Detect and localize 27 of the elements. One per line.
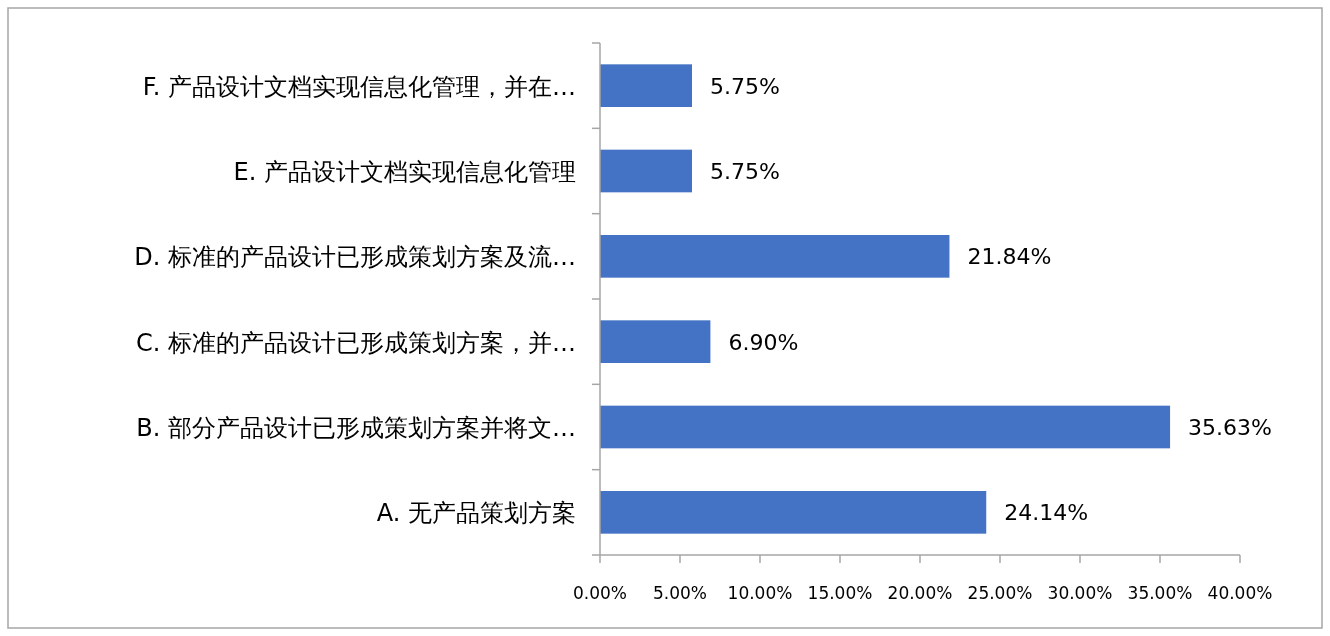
data-label: 21.84%: [967, 244, 1052, 270]
x-tick-label: 40.00%: [1207, 583, 1273, 603]
bar: [600, 235, 950, 278]
data-label: 5.75%: [710, 159, 780, 184]
y-tick-label: E. 产品设计文档实现信息化管理: [233, 158, 576, 186]
x-tick-label: 35.00%: [1127, 583, 1193, 603]
x-tick-label: 5.00%: [652, 583, 708, 603]
y-tick-label: B. 部分产品设计已形成策划方案并将文…: [136, 414, 576, 442]
x-tick-label: 30.00%: [1047, 583, 1113, 603]
y-tick-label: F. 产品设计文档实现信息化管理，并在…: [142, 72, 576, 101]
bar: [600, 320, 711, 363]
y-tick-label: D. 标准的产品设计已形成策划方案及流…: [134, 243, 576, 272]
data-label: 35.63%: [1188, 415, 1272, 440]
data-label: 6.90%: [728, 329, 799, 355]
bar: [600, 64, 692, 107]
y-tick-label: C. 标准的产品设计已形成策划方案，并…: [135, 328, 576, 357]
bar: [600, 149, 692, 193]
x-tick-label: 0.00%: [572, 583, 628, 603]
x-tick-label: 20.00%: [887, 583, 953, 603]
data-label: 24.14%: [1004, 500, 1089, 526]
bar: [600, 405, 1171, 449]
bar: [600, 491, 987, 534]
x-tick-label: 25.00%: [967, 583, 1033, 603]
y-tick-label: A. 无产品策划方案: [376, 499, 576, 528]
data-label: 5.75%: [710, 73, 780, 99]
x-tick-label: 15.00%: [807, 583, 873, 603]
x-tick-label: 10.00%: [727, 583, 793, 603]
